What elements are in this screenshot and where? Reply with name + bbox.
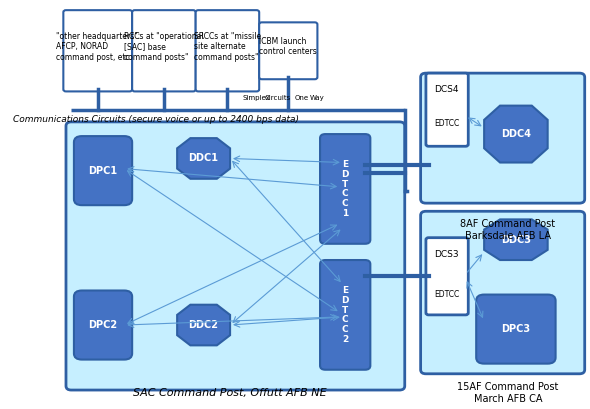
FancyBboxPatch shape (476, 294, 556, 364)
Text: DCS4: DCS4 (434, 85, 458, 94)
FancyBboxPatch shape (66, 122, 405, 390)
Polygon shape (177, 305, 230, 345)
Text: One: One (295, 94, 309, 101)
Polygon shape (484, 219, 548, 260)
FancyBboxPatch shape (132, 10, 196, 92)
Text: Simplex: Simplex (242, 94, 270, 101)
Text: "other headquarters":
AFCP, NORAD
command post, etc.: "other headquarters": AFCP, NORAD comman… (55, 32, 140, 62)
Text: DDC4: DDC4 (501, 129, 531, 139)
Polygon shape (177, 138, 230, 179)
Text: DPC2: DPC2 (88, 320, 117, 330)
FancyBboxPatch shape (259, 22, 317, 79)
Text: 8AF Command Post
Barksdale AFB LA: 8AF Command Post Barksdale AFB LA (460, 219, 556, 241)
FancyBboxPatch shape (63, 10, 132, 92)
FancyBboxPatch shape (196, 10, 259, 92)
FancyBboxPatch shape (320, 134, 371, 244)
Text: RCCs at "operational
[SAC] base
command posts": RCCs at "operational [SAC] base command … (124, 32, 204, 62)
Text: DCS3: DCS3 (434, 250, 458, 259)
FancyBboxPatch shape (74, 136, 132, 205)
Text: SRCCs at "missile
site alternate
command posts": SRCCs at "missile site alternate command… (194, 32, 261, 62)
Text: E
D
T
C
C
1: E D T C C 1 (342, 160, 349, 218)
Text: DDC2: DDC2 (189, 320, 219, 330)
Text: DDC1: DDC1 (189, 153, 219, 164)
Text: SAC Command Post, Offutt AFB NE: SAC Command Post, Offutt AFB NE (133, 388, 327, 398)
FancyBboxPatch shape (74, 290, 132, 360)
FancyBboxPatch shape (421, 73, 585, 203)
Text: Way: Way (310, 94, 324, 101)
FancyBboxPatch shape (426, 73, 468, 146)
Text: EDTCC: EDTCC (434, 119, 459, 128)
Text: E
D
T
C
C
2: E D T C C 2 (342, 286, 349, 344)
Text: Communications Circuits (secure voice or up to 2400 bps data): Communications Circuits (secure voice or… (13, 115, 299, 124)
Text: ICBM launch
control centers: ICBM launch control centers (260, 37, 317, 56)
Polygon shape (484, 106, 548, 162)
Text: DPC1: DPC1 (88, 166, 117, 175)
FancyBboxPatch shape (426, 238, 468, 315)
Text: Circuits: Circuits (264, 94, 291, 101)
Text: 15AF Command Post
March AFB CA: 15AF Command Post March AFB CA (457, 382, 559, 404)
Text: EDTCC: EDTCC (434, 290, 459, 299)
FancyBboxPatch shape (421, 211, 585, 374)
FancyBboxPatch shape (320, 260, 371, 370)
Text: DDC3: DDC3 (501, 235, 531, 245)
Text: DPC3: DPC3 (502, 324, 530, 334)
